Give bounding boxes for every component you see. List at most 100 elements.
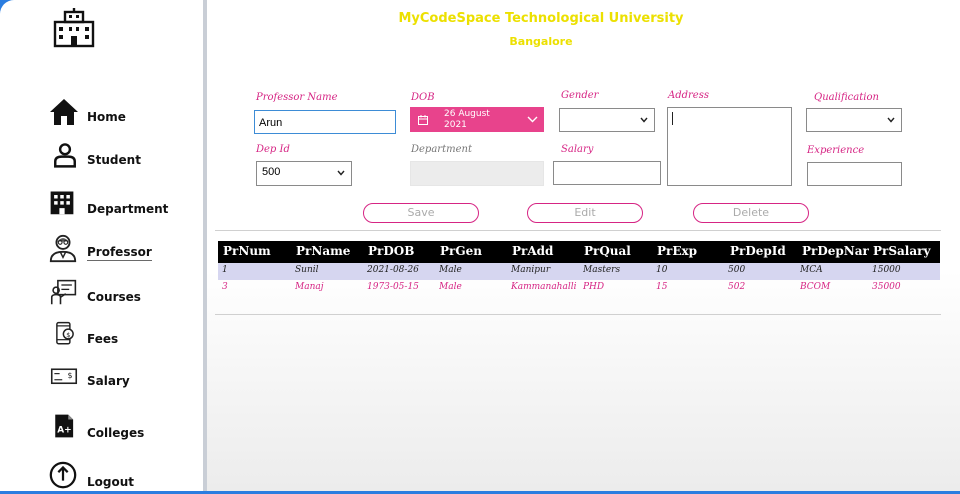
column-header[interactable]: PrExp	[657, 244, 698, 258]
professor-icon	[49, 234, 77, 263]
experience-field[interactable]	[807, 162, 902, 186]
dep-id-value: 500	[262, 166, 281, 178]
svg-text:A+: A+	[57, 426, 71, 436]
dob-label: DOB	[411, 92, 435, 103]
chevron-down-icon[interactable]	[527, 116, 538, 123]
svg-text:$: $	[66, 331, 70, 339]
table-cell: 1973-05-15	[367, 282, 419, 292]
table-cell: 2021-08-26	[367, 265, 419, 275]
table-cell: Masters	[583, 265, 621, 275]
sidebar-item-label: Fees	[87, 332, 119, 346]
table-cell: MCA	[800, 265, 823, 275]
sidebar-item-label: Colleges	[87, 426, 145, 440]
column-header[interactable]: PrGen	[440, 244, 482, 258]
main-panel: MyCodeSpace Technological University Ban…	[207, 0, 960, 491]
experience-label: Experience	[807, 145, 865, 156]
table-cell: BCOM	[800, 282, 831, 292]
delete-button[interactable]: Delete	[693, 203, 809, 223]
gender-select[interactable]	[559, 108, 655, 132]
salary-icon: $	[50, 368, 78, 385]
experience-input[interactable]	[808, 164, 901, 186]
sidebar-item-label: Salary	[87, 374, 130, 388]
table-cell: Kammanahalli...	[511, 282, 577, 292]
table-cell: Male	[439, 265, 462, 275]
sidebar-item-label: Logout	[87, 475, 135, 489]
salary-input[interactable]	[554, 163, 660, 185]
sidebar-item-label: Student	[87, 153, 141, 167]
edit-button[interactable]: Edit	[527, 203, 643, 223]
salary-field[interactable]	[553, 161, 661, 185]
column-header[interactable]: PrName	[296, 244, 351, 258]
sidebar-item-professor[interactable]: Professor	[48, 233, 158, 267]
sidebar-item-label: Courses	[87, 290, 141, 304]
column-header[interactable]: PrQual	[584, 244, 631, 258]
sidebar-item-colleges[interactable]: A+ Colleges	[48, 412, 158, 446]
dep-id-label: Dep Id	[256, 144, 290, 155]
table-cell: 1	[222, 265, 228, 275]
sidebar-divider	[203, 0, 207, 491]
table-cell: 500	[728, 265, 746, 275]
table-cell: 10	[656, 265, 668, 275]
fees-icon: $	[56, 321, 74, 345]
sidebar-item-label: Department	[87, 202, 169, 216]
sidebar-item-label: Professor	[87, 245, 152, 261]
dob-picker[interactable]: 26 August 2021	[410, 107, 544, 132]
table-cell: 502	[728, 282, 746, 292]
table-row[interactable]: 3 Manaj 1973-05-15 Male Kammanahalli... …	[218, 280, 940, 297]
home-icon	[50, 99, 78, 125]
qualification-label: Qualification	[814, 92, 879, 103]
sidebar-item-courses[interactable]: Courses	[48, 278, 158, 312]
table-cell: 15000	[872, 265, 901, 275]
column-header[interactable]: PrSalary	[873, 244, 931, 258]
text-cursor	[672, 112, 673, 125]
chevron-down-icon	[640, 117, 648, 123]
student-icon	[54, 143, 76, 168]
sidebar-item-label: Home	[87, 110, 126, 124]
address-textarea[interactable]	[667, 107, 792, 186]
qualification-select[interactable]	[806, 108, 902, 132]
dob-value-year: 2021	[444, 120, 467, 130]
professor-name-input[interactable]	[255, 112, 395, 134]
table-cell: Manipur	[511, 265, 551, 275]
department-field	[410, 161, 544, 186]
chevron-down-icon	[887, 117, 895, 123]
sidebar-item-fees[interactable]: $ Fees	[48, 321, 158, 355]
professor-name-field[interactable]	[254, 110, 396, 134]
table-cell: 15	[656, 282, 668, 292]
form-divider	[215, 230, 941, 231]
professor-table: PrNum PrName PrDOB PrGen PrAdd PrQual Pr…	[218, 241, 940, 297]
sidebar-item-department[interactable]: Department	[48, 188, 168, 222]
gender-label: Gender	[561, 90, 599, 101]
university-building-icon	[53, 8, 95, 48]
dob-value: 26 August 2021	[444, 109, 490, 131]
table-cell: 35000	[872, 282, 901, 292]
dob-value-day: 26 August	[444, 109, 490, 119]
table-cell: PHD	[583, 282, 605, 292]
column-header[interactable]: PrDOB	[368, 244, 415, 258]
table-cell: Male	[439, 282, 462, 292]
table-header: PrNum PrName PrDOB PrGen PrAdd PrQual Pr…	[218, 241, 940, 263]
dep-id-select[interactable]: 500	[256, 161, 352, 186]
salary-label: Salary	[561, 144, 594, 155]
professor-name-label: Professor Name	[256, 92, 338, 103]
colleges-icon: A+	[55, 414, 74, 438]
sidebar-item-home[interactable]: Home	[48, 96, 158, 130]
table-row[interactable]: 1 Sunil 2021-08-26 Male Manipur Masters …	[218, 263, 940, 280]
column-header[interactable]: PrDepId	[730, 244, 786, 258]
sidebar: Home Student Department Professor	[0, 0, 203, 491]
column-header[interactable]: PrNum	[223, 244, 271, 258]
table-cell: Manaj	[295, 282, 324, 292]
sidebar-item-salary[interactable]: $ Salary	[48, 364, 158, 398]
department-icon	[50, 191, 74, 215]
column-header[interactable]: PrAdd	[512, 244, 554, 258]
chevron-down-icon	[337, 170, 345, 176]
sidebar-item-student[interactable]: Student	[48, 142, 158, 176]
table-cell: Sunil	[295, 265, 319, 275]
sidebar-item-logout[interactable]: Logout	[48, 460, 158, 494]
calendar-icon	[418, 115, 428, 125]
courses-icon	[50, 279, 77, 305]
department-label: Department	[411, 144, 472, 155]
column-header[interactable]: PrDepNar	[802, 244, 869, 258]
table-cell: 3	[222, 282, 228, 292]
save-button[interactable]: Save	[363, 203, 479, 223]
